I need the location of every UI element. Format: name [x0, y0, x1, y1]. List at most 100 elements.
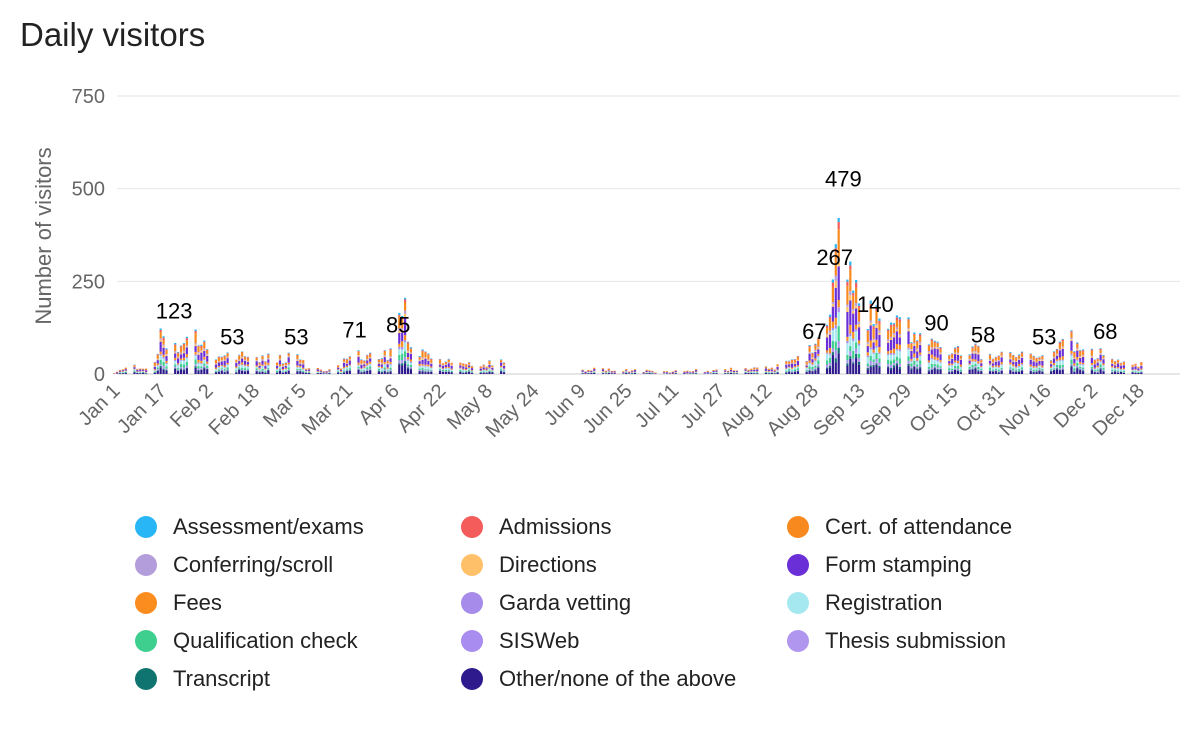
bar-segment: [855, 329, 858, 332]
bar-segment: [791, 371, 794, 372]
bar-segment: [855, 357, 858, 374]
bar-segment: [200, 368, 203, 370]
x-tick-label: Aug 12: [716, 380, 776, 440]
bar-segment: [418, 366, 421, 369]
bar-segment: [121, 369, 124, 371]
legend-item[interactable]: Form stamping: [787, 546, 1113, 584]
bar-segment: [444, 368, 447, 370]
legend-item[interactable]: Cert. of attendance: [787, 508, 1113, 546]
bar-segment: [991, 365, 995, 368]
bar-segment: [275, 369, 279, 371]
bar-segment: [607, 371, 610, 373]
bar-segment: [1012, 371, 1015, 374]
bar-segment: [465, 371, 468, 373]
bar-segment: [971, 359, 974, 362]
bar-segment: [465, 369, 468, 371]
bar-segment: [500, 359, 503, 360]
bar-segment: [977, 361, 980, 364]
bar-segment: [878, 367, 881, 374]
legend-item[interactable]: Other/none of the above: [461, 660, 787, 698]
bar-segment: [750, 372, 753, 374]
bar-segment: [805, 361, 808, 363]
bar-segment: [930, 367, 933, 369]
bar-segment: [622, 373, 625, 374]
bar-segment: [974, 343, 977, 345]
bar-segment: [855, 302, 858, 307]
bar-segment: [1090, 349, 1093, 351]
bar-segment: [828, 332, 832, 335]
bar-segment: [610, 370, 613, 372]
bar-segment: [1050, 360, 1053, 361]
bar-segment: [1058, 341, 1061, 343]
bar-segment: [281, 366, 284, 370]
bar-segment: [1009, 362, 1012, 365]
bar-segment: [846, 285, 849, 305]
bar-segment: [360, 360, 363, 364]
bar-segment: [226, 362, 229, 365]
bar-segment: [159, 329, 162, 333]
bar-segment: [1137, 371, 1140, 373]
bar-segment: [898, 365, 901, 367]
legend-item[interactable]: Directions: [461, 546, 787, 584]
bar-segment: [241, 365, 244, 368]
legend-item[interactable]: Fees: [135, 584, 461, 622]
bar-segment: [1096, 367, 1099, 370]
legend-item[interactable]: Registration: [787, 584, 1113, 622]
legend-item[interactable]: Admissions: [461, 508, 787, 546]
bar-segment: [369, 354, 372, 358]
bar-segment: [118, 370, 122, 372]
legend-item[interactable]: Conferring/scroll: [135, 546, 461, 584]
bar-segment: [380, 368, 383, 369]
bar-segment: [1050, 364, 1053, 367]
bar-segment: [194, 330, 197, 334]
bar-segment: [895, 356, 898, 361]
bar-segment: [1041, 356, 1044, 360]
bar-segment: [1070, 331, 1073, 333]
bar-segment: [630, 371, 634, 373]
bar-segment: [203, 365, 206, 367]
bar-segment: [369, 368, 372, 370]
bar-segment: [377, 359, 381, 363]
bar-segment: [1090, 369, 1093, 371]
bar-segment: [1134, 372, 1137, 374]
bar-segment: [409, 368, 413, 370]
bar-segment: [887, 366, 890, 368]
bar-segment: [139, 368, 142, 370]
bar-segment: [1140, 371, 1143, 372]
bar-segment: [165, 370, 168, 371]
bar-segment: [369, 369, 372, 371]
bar-segment: [866, 355, 869, 358]
bar-segment: [916, 340, 919, 342]
data-label: 53: [284, 324, 308, 349]
bar-segment: [1073, 351, 1076, 354]
bar-segment: [695, 372, 698, 374]
bar-segment: [927, 371, 930, 374]
legend-item[interactable]: Qualification check: [135, 622, 461, 660]
legend-item[interactable]: Garda vetting: [461, 584, 787, 622]
bar-segment: [444, 367, 447, 368]
bar-segment: [261, 355, 264, 356]
bar-segment: [200, 368, 203, 369]
bar-segment: [910, 367, 913, 369]
bar-segment: [284, 370, 287, 372]
bar-segment: [927, 370, 930, 372]
bar-segment: [500, 367, 503, 370]
bar-segment: [296, 354, 299, 355]
legend-item[interactable]: Transcript: [135, 660, 461, 698]
bar-segment: [916, 351, 919, 359]
bar-segment: [936, 368, 939, 370]
bar-segment: [241, 370, 244, 374]
legend-item[interactable]: Assessment/exams: [135, 508, 461, 546]
bar-segment: [887, 329, 890, 332]
bar-segment: [974, 352, 977, 354]
bar-segment: [852, 350, 855, 359]
bar-segment: [174, 366, 177, 368]
bar-segment: [214, 359, 218, 361]
bar-segment: [287, 367, 290, 370]
bar-segment: [1116, 360, 1120, 363]
legend-item[interactable]: Thesis submission: [787, 622, 1113, 660]
bar-segment: [953, 360, 957, 362]
bar-segment: [363, 368, 366, 370]
legend-item[interactable]: SISWeb: [461, 622, 787, 660]
bar-segment: [753, 367, 756, 370]
